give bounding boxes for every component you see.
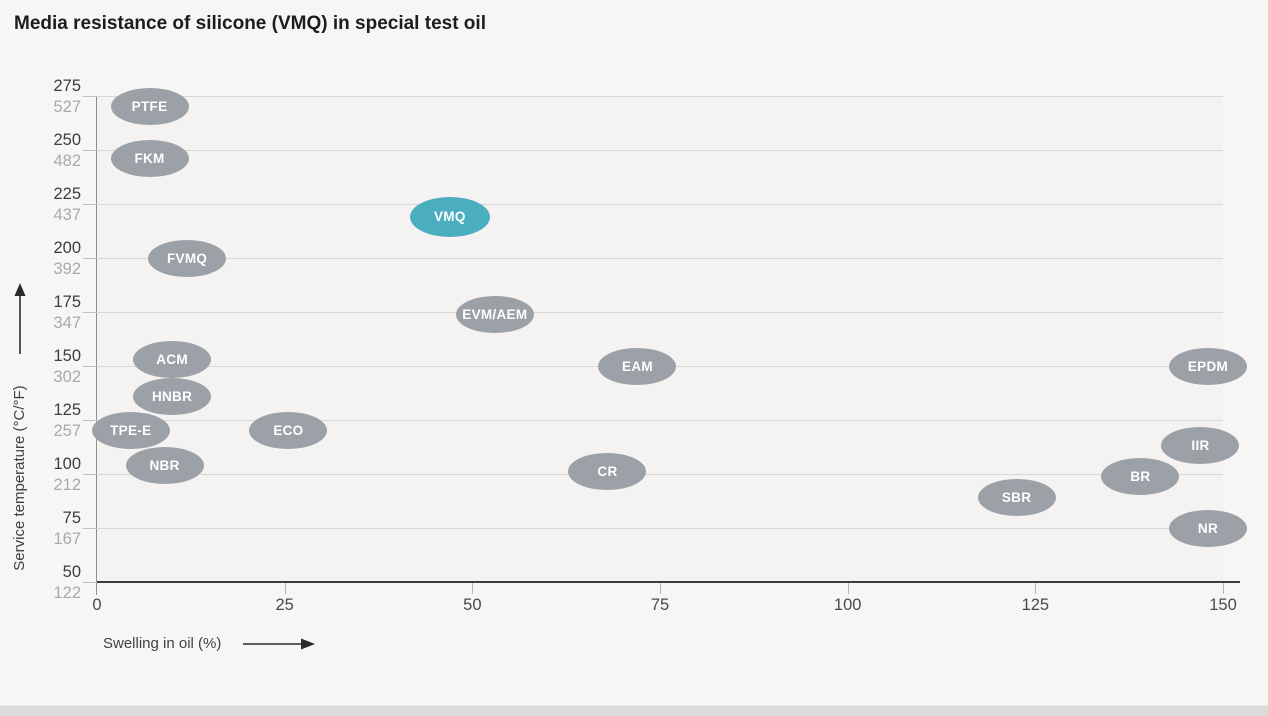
gridline-275 — [97, 96, 1223, 97]
y-tick-label-fahrenheit-167: 167 — [53, 530, 81, 548]
bubble-eam: EAM — [598, 347, 677, 385]
y-tick-label-fahrenheit-257: 257 — [53, 422, 81, 440]
y-tick-label-celsius-200: 200 — [53, 239, 81, 257]
x-tick-25 — [284, 583, 286, 594]
y-tick-275 — [83, 96, 97, 97]
x-axis-arrow-icon — [243, 638, 315, 650]
y-tick-50 — [83, 582, 97, 583]
gridline-200 — [97, 258, 1223, 259]
y-tick-label-celsius-175: 175 — [53, 293, 81, 311]
bubble-acm: ACM — [133, 341, 212, 379]
y-tick-100 — [83, 474, 97, 475]
bubble-fkm: FKM — [110, 140, 189, 178]
x-tick-label-100: 100 — [833, 596, 862, 614]
y-axis-title: Service temperature (°C/°F) — [11, 385, 28, 571]
y-tick-label-fahrenheit-347: 347 — [53, 314, 81, 332]
y-tick-label-fahrenheit-482: 482 — [53, 152, 81, 170]
bubble-vmq: VMQ — [409, 196, 490, 237]
window-bottom-edge — [0, 705, 1268, 716]
bubble-ptfe: PTFE — [110, 88, 189, 126]
x-axis-line — [97, 581, 1240, 583]
gridline-75 — [97, 528, 1223, 529]
bubble-sbr: SBR — [977, 479, 1056, 517]
plot-area — [97, 96, 1223, 582]
y-tick-label-celsius-75: 75 — [62, 509, 81, 527]
y-tick-200 — [83, 258, 97, 259]
y-tick-label-fahrenheit-122: 122 — [53, 584, 81, 602]
y-tick-label-celsius-50: 50 — [62, 563, 81, 581]
y-tick-label-celsius-100: 100 — [53, 455, 81, 473]
y-tick-label-celsius-275: 275 — [53, 77, 81, 95]
bubble-fvmq: FVMQ — [148, 239, 227, 277]
gridline-225 — [97, 204, 1223, 205]
y-tick-150 — [83, 366, 97, 367]
y-tick-75 — [83, 528, 97, 529]
x-tick-150 — [1223, 583, 1224, 594]
y-tick-label-fahrenheit-212: 212 — [53, 476, 81, 494]
y-tick-label-fahrenheit-437: 437 — [53, 206, 81, 224]
gridline-250 — [97, 150, 1223, 151]
y-tick-label-fahrenheit-302: 302 — [53, 368, 81, 386]
x-tick-label-150: 150 — [1209, 596, 1237, 614]
x-tick-label-125: 125 — [1021, 596, 1050, 614]
gridline-125 — [97, 420, 1223, 421]
y-tick-175 — [83, 312, 97, 313]
y-tick-label-fahrenheit-392: 392 — [53, 260, 81, 278]
gridline-100 — [97, 474, 1223, 475]
bubble-nr: NR — [1168, 509, 1247, 547]
bubble-br: BR — [1101, 457, 1180, 495]
y-tick-125 — [83, 420, 97, 421]
x-tick-label-0: 0 — [92, 596, 102, 614]
bubble-cr: CR — [568, 453, 647, 491]
x-axis-title: Swelling in oil (%) — [103, 635, 222, 652]
x-tick-75 — [660, 583, 661, 594]
chart-title: Media resistance of silicone (VMQ) in sp… — [14, 13, 486, 34]
x-tick-label-75: 75 — [650, 596, 670, 614]
bubble-eco: ECO — [249, 412, 328, 450]
y-tick-label-fahrenheit-527: 527 — [53, 98, 81, 116]
y-axis-arrow-icon — [14, 283, 26, 354]
bubble-hnbr: HNBR — [133, 377, 212, 415]
y-axis-line — [96, 96, 97, 595]
bubble-iir: IIR — [1161, 427, 1240, 465]
y-tick-label-celsius-150: 150 — [53, 347, 81, 365]
x-tick-label-50: 50 — [463, 596, 482, 614]
y-tick-label-celsius-125: 125 — [53, 401, 81, 419]
bubble-evm-aem: EVM/AEM — [455, 295, 534, 333]
y-tick-225 — [83, 204, 97, 205]
x-tick-125 — [1035, 583, 1037, 594]
y-tick-label-celsius-225: 225 — [53, 185, 81, 203]
x-tick-50 — [472, 583, 474, 594]
x-tick-100 — [847, 583, 849, 594]
y-tick-label-celsius-250: 250 — [53, 131, 81, 149]
y-tick-250 — [83, 150, 97, 151]
bubble-tpe-e: TPE-E — [91, 412, 170, 450]
bubble-epdm: EPDM — [1168, 347, 1247, 385]
bubble-nbr: NBR — [125, 446, 204, 484]
gridline-175 — [97, 312, 1223, 313]
x-tick-label-25: 25 — [275, 596, 294, 614]
